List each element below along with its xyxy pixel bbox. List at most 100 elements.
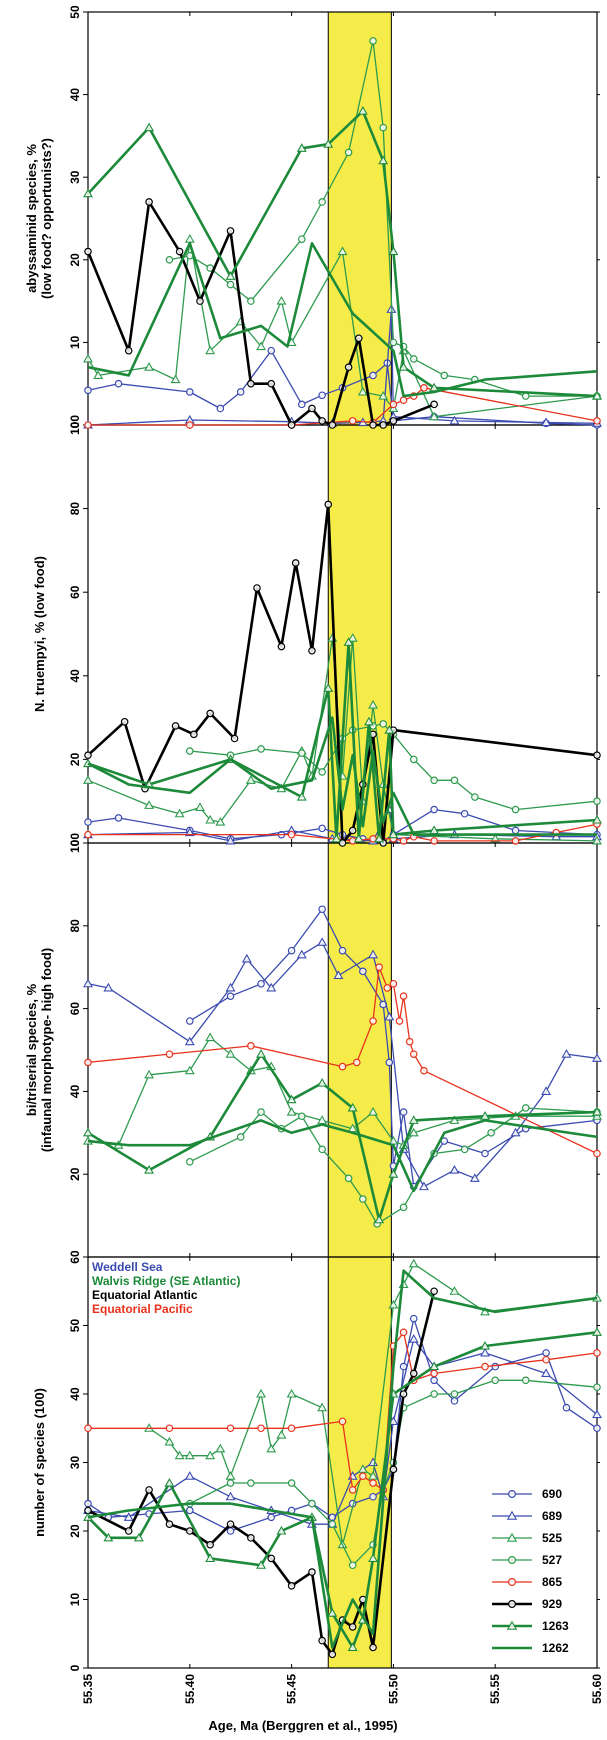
data-point [145,198,153,206]
data-point [338,1417,347,1426]
data-point [398,362,409,371]
data-point [267,346,276,355]
data-point [511,826,520,835]
data-point [287,946,296,955]
x-tick-label: 55.50 [386,1674,400,1704]
legend-item-1263: 1263 [492,1619,569,1633]
data-point [379,421,388,429]
data-point [541,1086,552,1095]
data-point [338,946,347,955]
legend-label: 865 [542,1575,562,1589]
data-point [124,1527,133,1535]
data-point [369,1479,377,1487]
series-line-1262 [87,1269,598,1649]
data-point [226,1479,235,1487]
data-point [257,1108,265,1116]
data-point [430,1376,438,1385]
data-point [286,1106,297,1116]
data-point [257,745,265,753]
data-point [542,1349,550,1357]
data-point [318,198,326,206]
data-point [449,1115,460,1124]
y-tick-label: 50 [68,5,82,19]
legend-item-525: 525 [492,1531,562,1545]
data-point [184,1450,195,1460]
data-point [84,751,92,760]
data-point [353,833,364,843]
data-point [481,1362,489,1371]
data-point [267,1554,276,1563]
legend-label: 689 [542,1509,562,1523]
data-point [368,699,378,709]
data-point [296,791,307,801]
y-tick-label: 30 [68,170,82,184]
y-tick-label: 20 [68,253,82,267]
data-point [84,1424,92,1433]
data-point [450,1390,459,1398]
x-tick-label: 55.45 [285,1674,299,1704]
data-point [369,1017,377,1025]
data-point [359,1195,367,1203]
data-point [225,835,236,845]
series-line-865 [88,387,598,426]
y-tick-label: 100 [68,833,82,853]
data-point [276,1525,287,1535]
data-point [84,830,92,839]
data-point [256,341,267,351]
y-tick-label: 40 [68,1387,82,1401]
data-point [266,1443,277,1453]
data-point [186,1506,194,1515]
data-point [144,362,155,371]
data-point [144,122,155,132]
data-point [344,1174,353,1183]
data-point [592,835,602,845]
data-point [256,1560,267,1569]
series-1262 [87,1119,598,1193]
data-point [225,271,236,280]
region-label: Equatorial Pacific [92,1302,193,1316]
data-point [430,1369,438,1378]
y-tick-label: 60 [68,1002,82,1016]
data-point [174,1450,185,1460]
data-point [357,1464,368,1473]
data-point [450,776,459,785]
data-point [205,1032,216,1042]
data-point [409,755,418,764]
data-point [388,829,399,839]
data-point [593,1383,601,1391]
data-point [460,809,469,818]
data-point [225,1491,236,1501]
data-point [226,992,235,1000]
data-point [296,143,307,152]
data-point [399,837,408,845]
data-point [379,720,388,728]
panel-frames [83,11,600,1669]
data-point [164,1477,175,1487]
data-point [226,1527,235,1535]
data-point [308,1499,316,1508]
series-line-1262 [87,716,597,836]
series-layer [83,37,602,1659]
data-point [225,982,236,992]
data-point [449,1164,460,1174]
data-point [328,1520,337,1528]
data-point [186,388,194,396]
data-point [369,1643,377,1652]
data-point [384,1011,395,1021]
data-point [490,833,501,843]
y-tick-label: 30 [68,1456,82,1470]
data-point [236,1133,245,1141]
data-point [592,390,602,400]
y-axis-label: bi/triserial species, % [24,983,39,1116]
data-point [449,415,460,425]
data-point [226,280,235,289]
data-point [247,297,255,305]
data-point [308,646,316,655]
data-point [593,1424,601,1433]
data-point [408,1334,419,1343]
data-point [521,1104,530,1112]
data-point [257,1424,265,1433]
data-point [186,421,194,429]
data-point [374,833,385,843]
